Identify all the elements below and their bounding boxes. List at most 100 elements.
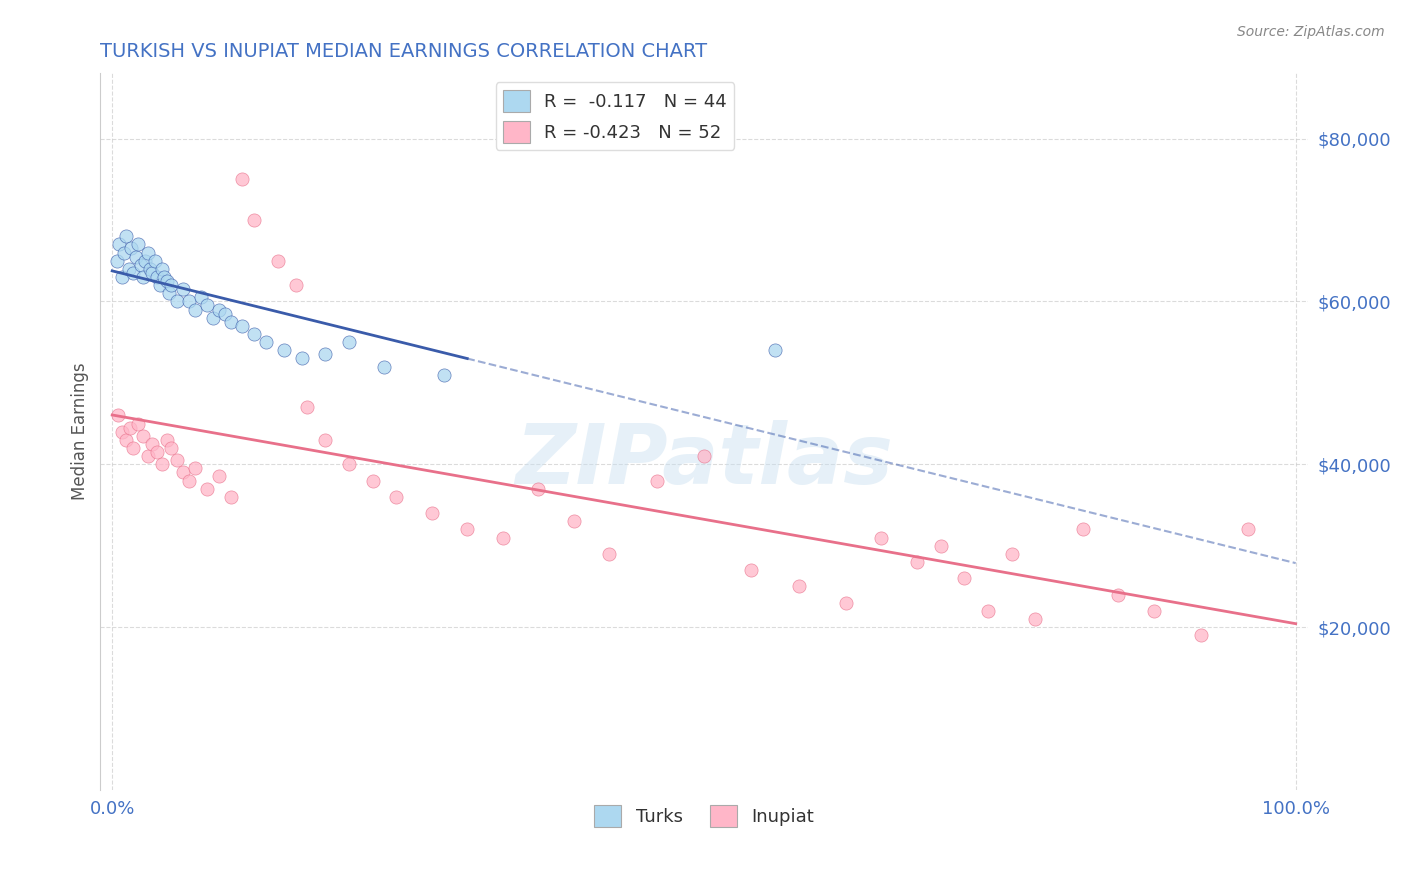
Point	[314, 433, 336, 447]
Point	[219, 315, 242, 329]
Point	[254, 335, 277, 350]
Point	[112, 245, 135, 260]
Point	[214, 307, 236, 321]
Point	[190, 290, 212, 304]
Point	[156, 274, 179, 288]
Point	[118, 420, 141, 434]
Point	[645, 474, 668, 488]
Point	[290, 351, 312, 366]
Text: ZIPatlas: ZIPatlas	[515, 420, 893, 500]
Point	[337, 457, 360, 471]
Point	[231, 172, 253, 186]
Point	[598, 547, 620, 561]
Point	[231, 318, 253, 333]
Point	[120, 242, 142, 256]
Point	[243, 326, 266, 341]
Point	[132, 428, 155, 442]
Point	[527, 482, 550, 496]
Point	[148, 278, 170, 293]
Point	[267, 253, 290, 268]
Point	[127, 417, 149, 431]
Point	[134, 253, 156, 268]
Point	[107, 409, 129, 423]
Point	[385, 490, 408, 504]
Point	[905, 555, 928, 569]
Point	[243, 213, 266, 227]
Point	[150, 457, 173, 471]
Point	[1143, 604, 1166, 618]
Point	[122, 266, 145, 280]
Point	[132, 270, 155, 285]
Point	[763, 343, 786, 358]
Point	[456, 522, 478, 536]
Point	[125, 250, 148, 264]
Point	[179, 294, 201, 309]
Point	[337, 335, 360, 350]
Point	[156, 433, 179, 447]
Point	[693, 449, 716, 463]
Point	[136, 245, 159, 260]
Point	[492, 531, 515, 545]
Point	[1024, 612, 1046, 626]
Point	[146, 270, 169, 285]
Point	[953, 571, 976, 585]
Point	[835, 596, 858, 610]
Point	[184, 302, 207, 317]
Point	[129, 258, 152, 272]
Point	[141, 266, 163, 280]
Point	[219, 490, 242, 504]
Point	[787, 579, 810, 593]
Point	[1107, 587, 1129, 601]
Y-axis label: Median Earnings: Median Earnings	[72, 363, 89, 500]
Point	[143, 253, 166, 268]
Point	[166, 453, 188, 467]
Point	[1237, 522, 1260, 536]
Point	[284, 278, 307, 293]
Point	[108, 237, 131, 252]
Point	[273, 343, 295, 358]
Point	[208, 302, 231, 317]
Point	[127, 237, 149, 252]
Point	[111, 425, 134, 439]
Point	[740, 563, 762, 577]
Point	[115, 229, 138, 244]
Point	[136, 449, 159, 463]
Point	[160, 278, 183, 293]
Point	[146, 445, 169, 459]
Point	[184, 461, 207, 475]
Point	[1001, 547, 1024, 561]
Point	[870, 531, 893, 545]
Point	[195, 482, 218, 496]
Point	[208, 469, 231, 483]
Point	[562, 514, 585, 528]
Point	[929, 539, 952, 553]
Point	[139, 261, 162, 276]
Point	[172, 466, 194, 480]
Point	[160, 441, 183, 455]
Point	[172, 282, 194, 296]
Point	[141, 437, 163, 451]
Point	[361, 474, 384, 488]
Text: TURKISH VS INUPIAT MEDIAN EARNINGS CORRELATION CHART: TURKISH VS INUPIAT MEDIAN EARNINGS CORRE…	[100, 42, 707, 61]
Point	[432, 368, 454, 382]
Point	[1189, 628, 1212, 642]
Point	[977, 604, 1000, 618]
Text: Source: ZipAtlas.com: Source: ZipAtlas.com	[1237, 25, 1385, 39]
Point	[150, 261, 173, 276]
Point	[1071, 522, 1094, 536]
Point	[157, 286, 180, 301]
Legend: Turks, Inupiat: Turks, Inupiat	[586, 798, 821, 835]
Point	[201, 310, 224, 325]
Point	[373, 359, 395, 374]
Point	[105, 253, 128, 268]
Point	[118, 261, 141, 276]
Point	[166, 294, 188, 309]
Point	[195, 298, 218, 312]
Point	[115, 433, 138, 447]
Point	[153, 270, 176, 285]
Point	[420, 506, 443, 520]
Point	[314, 347, 336, 361]
Point	[111, 270, 134, 285]
Point	[122, 441, 145, 455]
Point	[297, 401, 319, 415]
